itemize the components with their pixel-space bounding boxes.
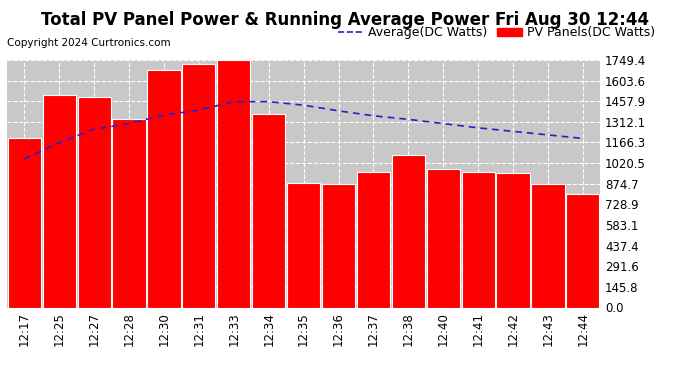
Bar	[182, 64, 215, 308]
Text: Copyright 2024 Curtronics.com: Copyright 2024 Curtronics.com	[7, 38, 170, 48]
Bar	[357, 172, 390, 308]
Bar	[497, 173, 530, 308]
Bar	[566, 194, 600, 308]
Bar	[426, 169, 460, 308]
Bar	[148, 70, 181, 308]
Bar	[112, 119, 146, 308]
Bar	[77, 97, 110, 308]
Bar	[8, 138, 41, 308]
Bar	[43, 95, 76, 308]
Bar	[287, 183, 320, 308]
Bar	[322, 184, 355, 308]
Bar	[531, 184, 564, 308]
Bar	[252, 114, 285, 308]
Text: Total PV Panel Power & Running Average Power Fri Aug 30 12:44: Total PV Panel Power & Running Average P…	[41, 11, 649, 29]
Bar	[392, 155, 425, 308]
Bar	[462, 172, 495, 308]
Bar	[217, 60, 250, 308]
Legend: Average(DC Watts), PV Panels(DC Watts): Average(DC Watts), PV Panels(DC Watts)	[333, 21, 660, 44]
